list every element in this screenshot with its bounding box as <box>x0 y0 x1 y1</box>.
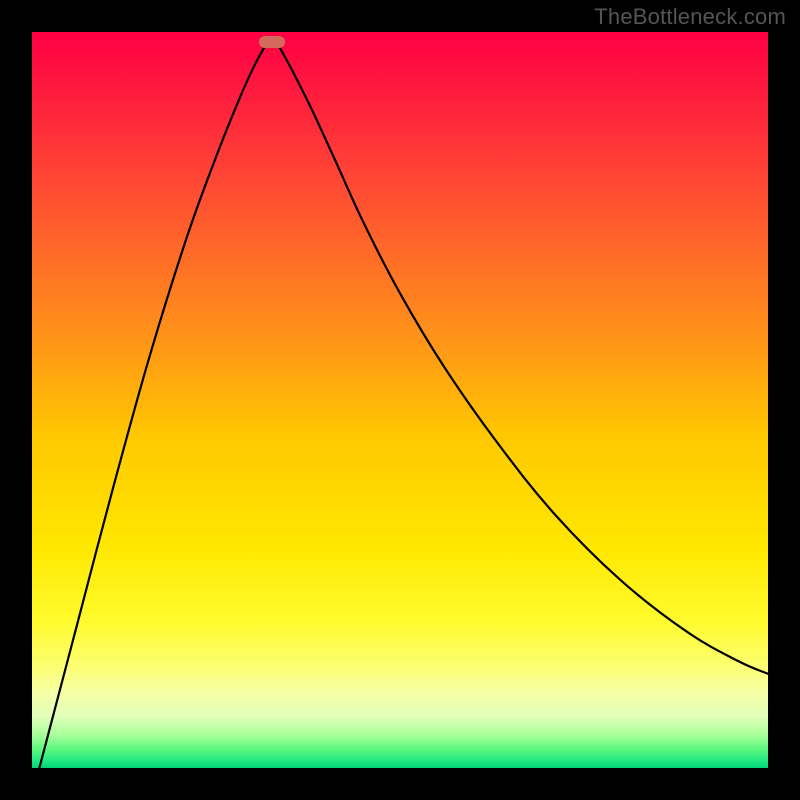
curve-line <box>32 32 768 768</box>
minimum-marker <box>259 36 285 48</box>
plot-area <box>32 32 768 768</box>
watermark-text: TheBottleneck.com <box>594 4 786 30</box>
